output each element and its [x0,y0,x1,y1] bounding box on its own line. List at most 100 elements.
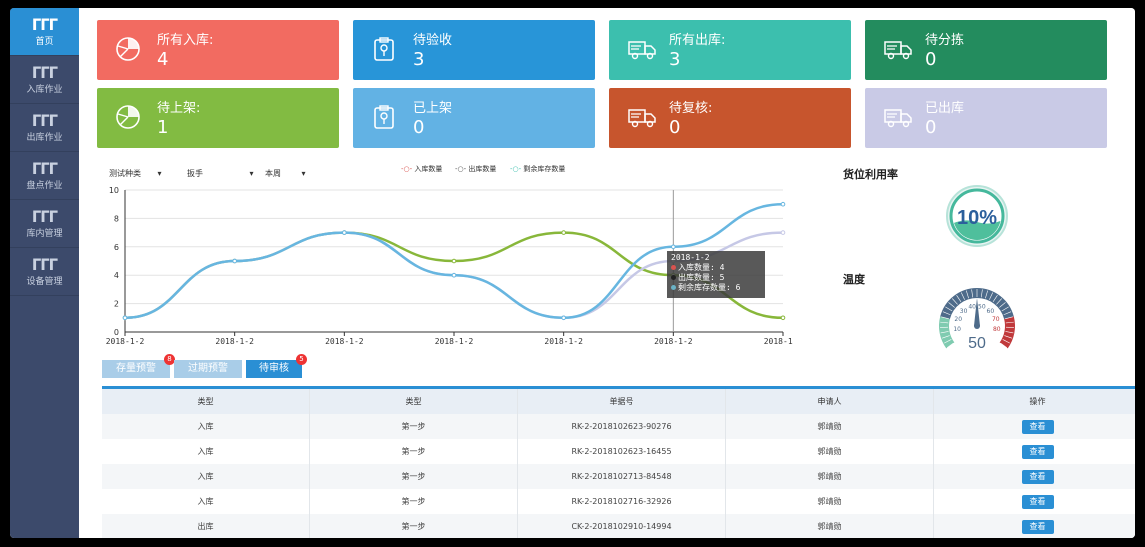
gauge-tick [1001,306,1009,312]
tab-label: 过期预警 [188,363,228,374]
nav-warehouse-mgmt[interactable]: ᒥᒥᒥ 库内管理 [10,200,79,248]
warehouse-icon: ᒥᒥᒥ [31,256,58,274]
clipboard-icon [371,36,397,62]
stat-card[interactable]: 待上架: 1 [97,88,339,148]
nav-label: 库内管理 [26,229,63,239]
gauge-tick [941,316,949,320]
tooltip-title: 2018-1-2 [671,253,710,262]
column-header: 类型 [102,389,310,414]
nav-equipment[interactable]: ᒥᒥᒥ 设备管理 [10,248,79,296]
tooltip-line: 出库数量: 5 [678,273,725,282]
y-tick-label: 6 [114,243,119,252]
view-button[interactable]: 查看 [1021,444,1054,459]
chevron-down-icon: ▾ [157,169,162,178]
stat-card-label: 所有入库: [157,33,214,48]
series-point [780,230,786,235]
x-tick-label: 2018-1-2 [106,337,145,346]
dot-icon [671,265,676,270]
nav-inbound[interactable]: ᒥᒥᒥ 入库作业 [10,56,79,104]
stat-card[interactable]: 所有出库: 3 [609,20,851,80]
tooltip-line: 入库数量: 4 [678,263,725,272]
tab-expiry-warning[interactable]: 过期预警 [174,360,242,378]
stat-card-label: 所有出库: [669,33,726,48]
gauge-tick [980,289,983,298]
stat-card-label: 已上架 [413,101,453,116]
stat-card[interactable]: 待分拣 0 [865,20,1107,80]
stat-card[interactable]: 待复核: 0 [609,88,851,148]
utilization-gauge: 10% [946,185,1008,247]
legend-remain[interactable]: -○- 剩余库存数量 [510,164,565,174]
tab-pending-review[interactable]: 待审核 5 [246,354,307,378]
gauge-tick [942,311,951,316]
tab-stock-warning[interactable]: 存量预警 8 [102,354,175,378]
table-cell: RK-2-2018102713-84548 [518,464,726,489]
dot-icon [671,275,676,280]
table-cell: 第一步 [310,514,518,538]
table-row: 入库 第一步 RK-2-2018102716-32926 郭靖勋 查看 [102,489,1135,514]
y-tick-label: 4 [114,271,119,280]
gauge-tick [952,298,958,305]
pie-chart-icon [115,36,141,62]
gauge-tick [999,302,1006,308]
gauge-tick [996,298,1002,305]
stat-card[interactable]: 已上架 0 [353,88,595,148]
nav-label: 设备管理 [26,277,63,287]
badge: 8 [164,354,175,365]
gauge-tick [1005,321,1014,324]
series-point [671,244,676,250]
item-select[interactable]: 扳手 ▾ [187,168,254,179]
gauge-tick [966,290,969,299]
chevron-down-icon: ▾ [249,169,254,178]
table-row: 出库 第一步 CK-2-2018102910-14994 郭靖勋 查看 [102,514,1135,538]
table-cell: 查看 [934,489,1135,514]
table-cell: 入库 [102,414,310,439]
stat-card-value: 0 [413,117,425,138]
table-cell: 第一步 [310,489,518,514]
series-point [232,258,237,264]
table-cell: 查看 [934,414,1135,439]
tooltip-line: 剩余库存数量: 6 [678,283,741,292]
gauge-value: 50 [968,335,986,350]
legend-marker-icon: -○- [510,165,522,173]
gauge-tick [946,342,954,348]
badge: 5 [296,354,307,365]
stat-card[interactable]: 待验收 3 [353,20,595,80]
app-frame: ᒥᒥᒥ 首页 ᒥᒥᒥ 入库作业 ᒥᒥᒥ 出库作业 ᒥᒥᒥ 盘点作业 ᒥᒥᒥ 库内管理 ᒥᒥ… [10,8,1135,538]
table-cell: RK-2-2018102716-32926 [518,489,726,514]
period-select[interactable]: 本周 ▾ [265,168,306,179]
temperature-title: 温度 [843,273,865,286]
table-row: 入库 第一步 RK-2-2018102713-84548 郭靖勋 查看 [102,464,1135,489]
stat-card-label: 待验收 [413,33,453,48]
review-table: 类型 类型 单据号 申请人 操作 入库 第一步 RK-2-2018102623-90276 郭靖… [102,386,1135,538]
category-select[interactable]: 测试种类 ▾ [109,168,162,179]
y-tick-label: 8 [114,214,119,223]
nav-outbound[interactable]: ᒥᒥᒥ 出库作业 [10,104,79,152]
view-button[interactable]: 查看 [1021,469,1054,484]
view-button[interactable]: 查看 [1021,519,1054,534]
series-point [342,230,347,235]
view-button[interactable]: 查看 [1021,419,1054,434]
view-button[interactable]: 查看 [1021,494,1054,509]
gauge-tick-label: 70 [992,316,1000,323]
legend-remain-label: 剩余库存数量 [523,165,566,173]
table-cell: 查看 [934,514,1135,538]
stat-card[interactable]: 已出库 0 [865,88,1107,148]
gauge-tick [1003,311,1012,316]
warehouse-icon: ᒥᒥᒥ [31,16,58,34]
gauge-tick [956,295,962,303]
legend-in[interactable]: -○- 入库数量 [401,164,442,174]
gauge-tick [992,295,998,303]
nav-home[interactable]: ᒥᒥᒥ 首页 [10,8,79,56]
legend-out[interactable]: -○- 出库数量 [455,164,496,174]
x-tick-label: 2018-1-2 [544,337,583,346]
table-row: 入库 第一步 RK-2-2018102623-16455 郭靖勋 查看 [102,439,1135,464]
x-tick-label: 2018-1-2 [325,337,364,346]
gauge-tick [971,289,974,298]
table-cell: 入库 [102,464,310,489]
stat-card[interactable]: 所有入库: 4 [97,20,339,80]
nav-label: 盘点作业 [26,181,63,191]
table-cell: 郭靖勋 [726,514,934,538]
nav-inventory[interactable]: ᒥᒥᒥ 盘点作业 [10,152,79,200]
table-cell: RK-2-2018102623-90276 [518,414,726,439]
stat-card-value: 3 [413,49,425,70]
